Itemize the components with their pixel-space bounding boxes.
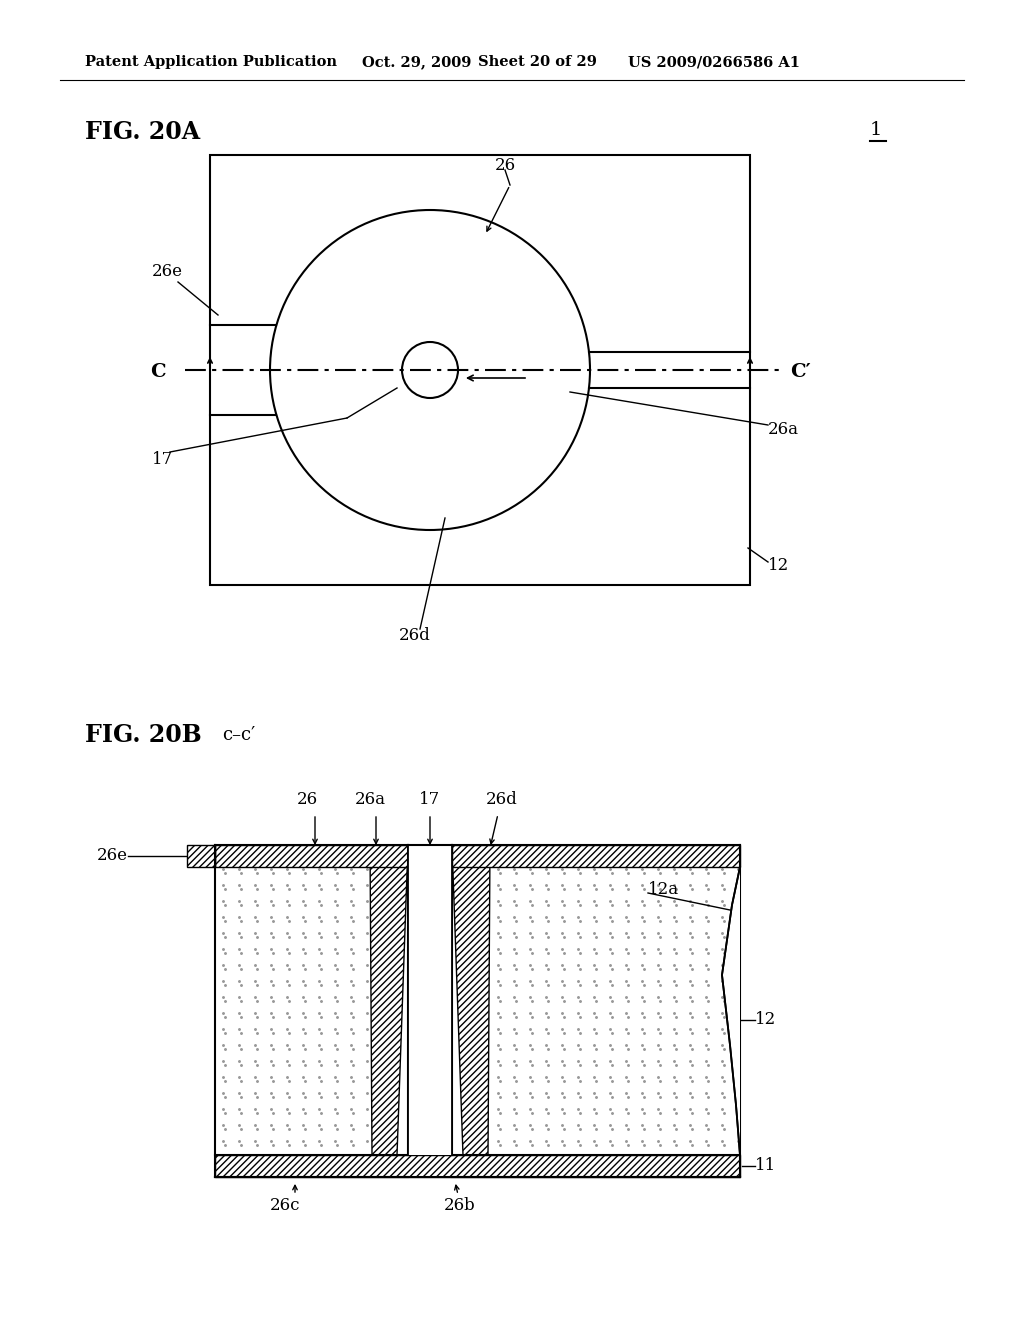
Bar [187,845,215,867]
Text: Sheet 20 of 29: Sheet 20 of 29 [478,55,597,69]
Bar [215,845,408,867]
Text: 26a: 26a [354,792,385,808]
Text: 12: 12 [768,557,790,573]
Bar [215,1155,740,1177]
Polygon shape [215,845,408,1155]
Text: 26: 26 [495,157,515,173]
Text: FIG. 20A: FIG. 20A [85,120,200,144]
Text: 1: 1 [870,121,883,139]
Text: 26c: 26c [269,1196,300,1213]
Text: FIG. 20B: FIG. 20B [85,723,202,747]
Text: C: C [151,363,166,381]
Text: 26e: 26e [152,264,183,281]
Text: 26a: 26a [768,421,799,438]
Text: Patent Application Publication: Patent Application Publication [85,55,337,69]
Polygon shape [452,845,740,1155]
Text: US 2009/0266586 A1: US 2009/0266586 A1 [628,55,800,69]
Polygon shape [370,845,408,1155]
Text: 12: 12 [755,1011,776,1028]
Bar [210,154,750,585]
Text: Oct. 29, 2009: Oct. 29, 2009 [362,55,471,69]
Text: 26d: 26d [486,792,518,808]
Polygon shape [452,845,490,1155]
Text: 26: 26 [296,792,317,808]
Text: C′: C′ [790,363,811,381]
Text: 11: 11 [755,1158,776,1175]
Polygon shape [722,867,740,1155]
Text: 26d: 26d [399,627,431,644]
Text: 26e: 26e [97,847,128,865]
Text: 17: 17 [152,451,173,469]
Text: c–c′: c–c′ [222,726,255,744]
Bar [452,845,740,867]
Text: 12a: 12a [648,882,679,899]
Text: 17: 17 [420,792,440,808]
Text: 26b: 26b [444,1196,476,1213]
Bar [408,845,452,1155]
